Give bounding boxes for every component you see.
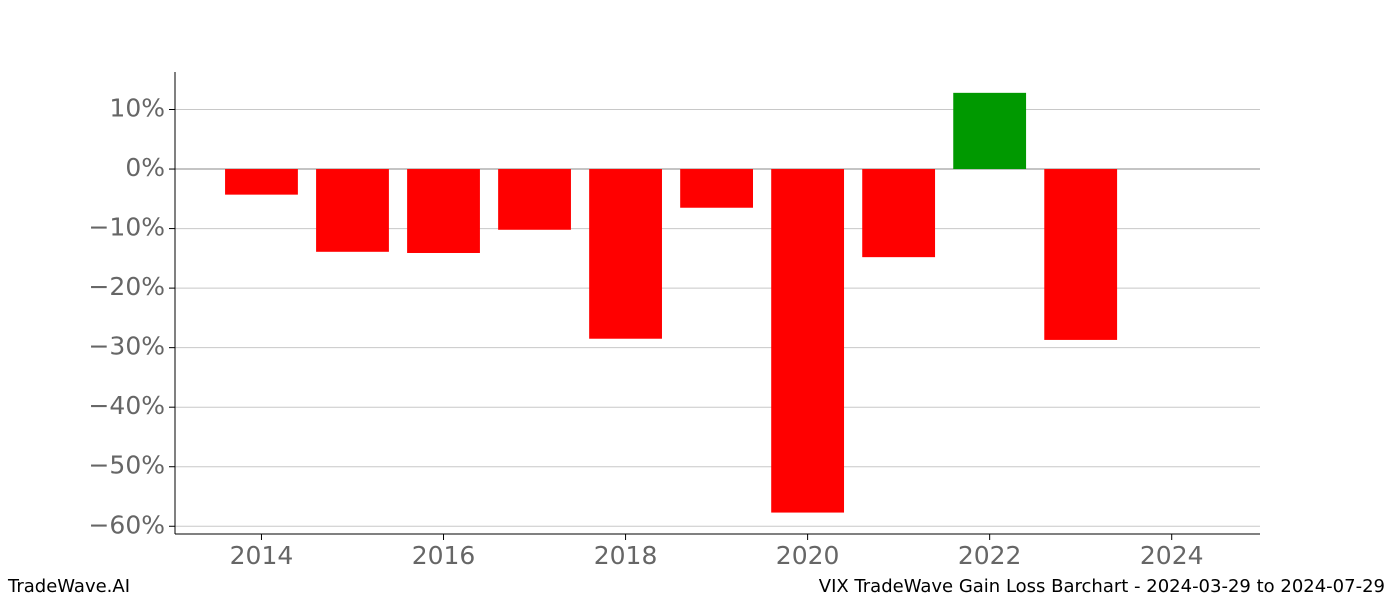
footer-left: TradeWave.AI	[7, 576, 130, 597]
x-tick-label: 2016	[412, 541, 476, 570]
y-tick-label: −40%	[88, 391, 165, 420]
x-tick-label: 2022	[958, 541, 1022, 570]
x-tick-label: 2020	[776, 541, 840, 570]
bar	[953, 92, 1027, 170]
y-tick-label: 0%	[125, 153, 165, 182]
x-tick-label: 2024	[1140, 541, 1204, 570]
y-tick-label: −20%	[88, 272, 165, 301]
y-tick-label: 10%	[109, 94, 165, 123]
y-tick-label: −60%	[88, 510, 165, 539]
bar	[225, 169, 298, 195]
bar	[316, 169, 389, 252]
y-tick-label: −50%	[88, 451, 165, 480]
footer-right: VIX TradeWave Gain Loss Barchart - 2024-…	[819, 576, 1385, 597]
bar	[680, 169, 753, 208]
bar	[1044, 169, 1118, 340]
bar	[589, 169, 662, 339]
y-tick-label: −30%	[88, 332, 165, 361]
bar	[498, 169, 571, 230]
bar	[771, 169, 845, 513]
bar	[407, 169, 480, 253]
bar	[862, 169, 936, 258]
x-tick-label: 2018	[594, 541, 658, 570]
y-tick-label: −10%	[88, 213, 165, 242]
x-tick-label: 2014	[230, 541, 294, 570]
